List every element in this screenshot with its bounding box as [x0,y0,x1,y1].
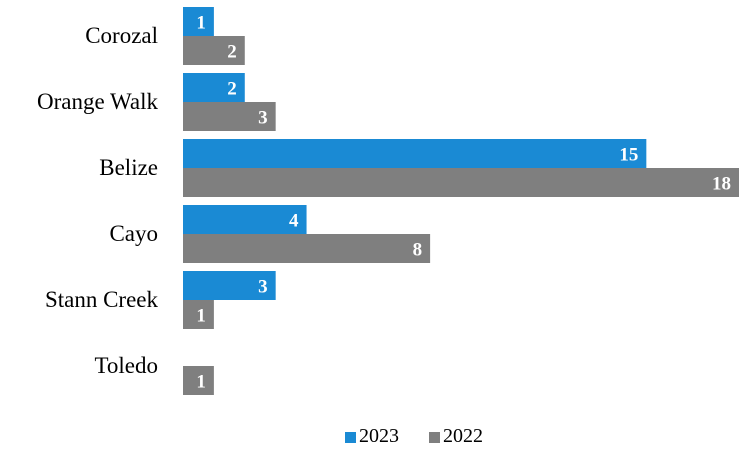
category-label-belize: Belize [99,155,158,180]
value-label-cayo-2023: 4 [289,211,299,232]
bar-orange-walk-2023 [183,73,245,102]
bar-orange-walk-2022 [183,102,276,131]
value-label-cayo-2022: 8 [413,240,423,261]
category-label-stann-creek: Stann Creek [45,287,159,312]
value-label-orange-walk-2022: 3 [258,108,268,129]
bar-stann-creek-2022 [183,300,214,329]
legend-swatch-2023 [345,432,356,443]
legend-label-2022: 2022 [443,425,483,447]
bar-cayo-2022 [183,234,431,263]
value-label-toledo-2022: 1 [196,372,206,393]
category-label-cayo: Cayo [109,221,158,246]
value-label-corozal-2022: 2 [227,42,237,63]
value-label-orange-walk-2023: 2 [227,79,237,100]
category-label-toledo: Toledo [94,353,158,378]
legend-label-2023: 2023 [359,425,399,447]
value-label-belize-2022: 18 [712,174,731,195]
value-label-stann-creek-2022: 1 [196,306,206,327]
bar-belize-2022 [183,168,739,197]
category-label-corozal: Corozal [85,23,158,48]
bar-toledo-2022 [183,366,214,395]
value-label-belize-2023: 15 [619,145,638,166]
bar-corozal-2023 [183,7,214,36]
bar-belize-2023 [183,139,647,168]
bar-stann-creek-2023 [183,271,276,300]
legend-swatch-2022 [429,432,440,443]
category-label-orange-walk: Orange Walk [37,89,158,114]
value-label-stann-creek-2023: 3 [258,277,268,298]
bar-cayo-2023 [183,205,307,234]
bar-corozal-2022 [183,36,245,65]
legend: 2023 2022 [345,425,483,447]
value-label-corozal-2023: 1 [196,13,206,34]
category-labels: Corozal Orange Walk Belize Cayo Stann Creek T… [37,23,158,378]
